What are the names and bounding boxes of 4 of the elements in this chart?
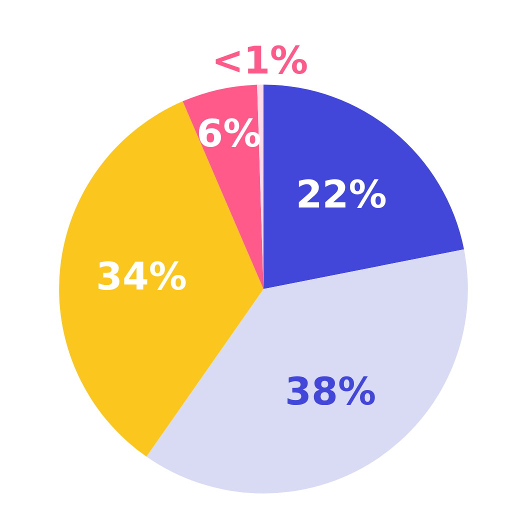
data-label: 22% [296,172,387,216]
data-label: 38% [285,370,376,414]
data-label: <1% [212,38,308,83]
data-label: 34% [96,254,187,299]
